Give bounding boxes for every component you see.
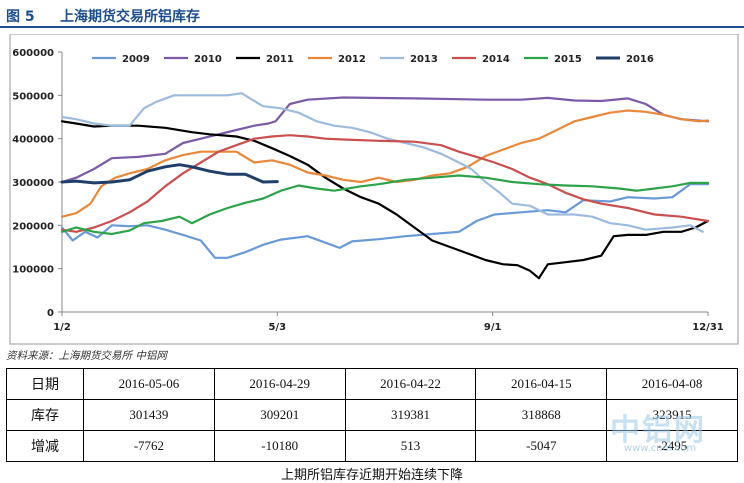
y-tick-label: 200000: [12, 221, 54, 232]
series-line-2016: [60, 163, 279, 185]
legend-label-2015: 2015: [554, 54, 582, 65]
table-cell: 2016-04-22: [344, 368, 477, 400]
table-row: 库存 301439 309201 319381 318868 323915: [6, 399, 738, 431]
inventory-line-chart: 0 100000 200000 300000 400000 500000 600000 1/2…: [9, 34, 739, 345]
legend-label-2012: 2012: [338, 54, 366, 65]
table-cell: 323915: [606, 399, 738, 431]
y-tick-label: 400000: [12, 135, 54, 146]
table-cell: -10180: [213, 430, 346, 462]
table-cell: 513: [344, 430, 477, 462]
y-tick-label: 100000: [12, 265, 54, 276]
table-row: 增减 -7762 -10180 513 -5047 -2495: [6, 430, 738, 462]
table-cell: -7762: [83, 430, 215, 462]
y-tick-label: 500000: [12, 91, 54, 102]
series-line-2015: [60, 174, 710, 236]
series-line-2013: [60, 92, 704, 233]
row-label: 增减: [6, 430, 84, 462]
table-cell: -2495: [606, 430, 738, 462]
figure-header: 图 5 上海期货交易所铝库存: [0, 0, 744, 30]
x-tick-label: 1/2: [53, 322, 71, 333]
table-cell: 301439: [83, 399, 215, 431]
legend-label-2013: 2013: [410, 54, 438, 65]
inventory-table: 日期 2016-05-06 2016-04-29 2016-04-22 2016-04-…: [6, 368, 738, 462]
figure-title: 上海期货交易所铝库存: [60, 9, 200, 25]
source-note: 资料来源：上海期货交易所 中铝网: [6, 350, 167, 362]
x-tick-label: 9/1: [484, 322, 502, 333]
table-row: 日期 2016-05-06 2016-04-29 2016-04-22 2016-04-…: [6, 368, 738, 400]
figure-caption: 上期所铝库存近期开始连续下降: [280, 468, 463, 483]
table-cell: 2016-04-29: [213, 368, 346, 400]
legend-label-2014: 2014: [482, 54, 510, 65]
legend-label-2010: 2010: [194, 54, 222, 65]
row-label: 日期: [6, 368, 84, 400]
legend-label-2011: 2011: [266, 54, 294, 65]
chart-series-group: [60, 92, 710, 280]
series-line-2011: [60, 120, 710, 280]
table-cell: 318868: [475, 399, 608, 431]
y-tick-label: 300000: [12, 178, 54, 189]
figure-number: 图 5: [6, 9, 35, 25]
table-cell: 309201: [213, 399, 346, 431]
table-cell: -5047: [475, 430, 608, 462]
chart-legend: 2009 2010 2011 2012 2013 2014 2015 2016: [92, 54, 654, 65]
legend-label-2016: 2016: [626, 54, 654, 65]
series-line-2010: [60, 96, 710, 184]
header-rule: [0, 26, 744, 28]
table-cell: 2016-04-15: [475, 368, 608, 400]
series-line-2014: [60, 134, 710, 233]
x-tick-label: 12/31: [692, 322, 724, 333]
y-tick-label: 0: [47, 308, 54, 319]
table-cell: 319381: [344, 399, 477, 431]
table-cell: 2016-05-06: [83, 368, 215, 400]
row-label: 库存: [6, 399, 84, 431]
y-tick-label: 600000: [12, 48, 54, 59]
table-cell: 2016-04-08: [606, 368, 738, 400]
series-line-2012: [60, 109, 710, 218]
legend-label-2009: 2009: [122, 54, 150, 65]
x-tick-label: 5/3: [269, 322, 287, 333]
